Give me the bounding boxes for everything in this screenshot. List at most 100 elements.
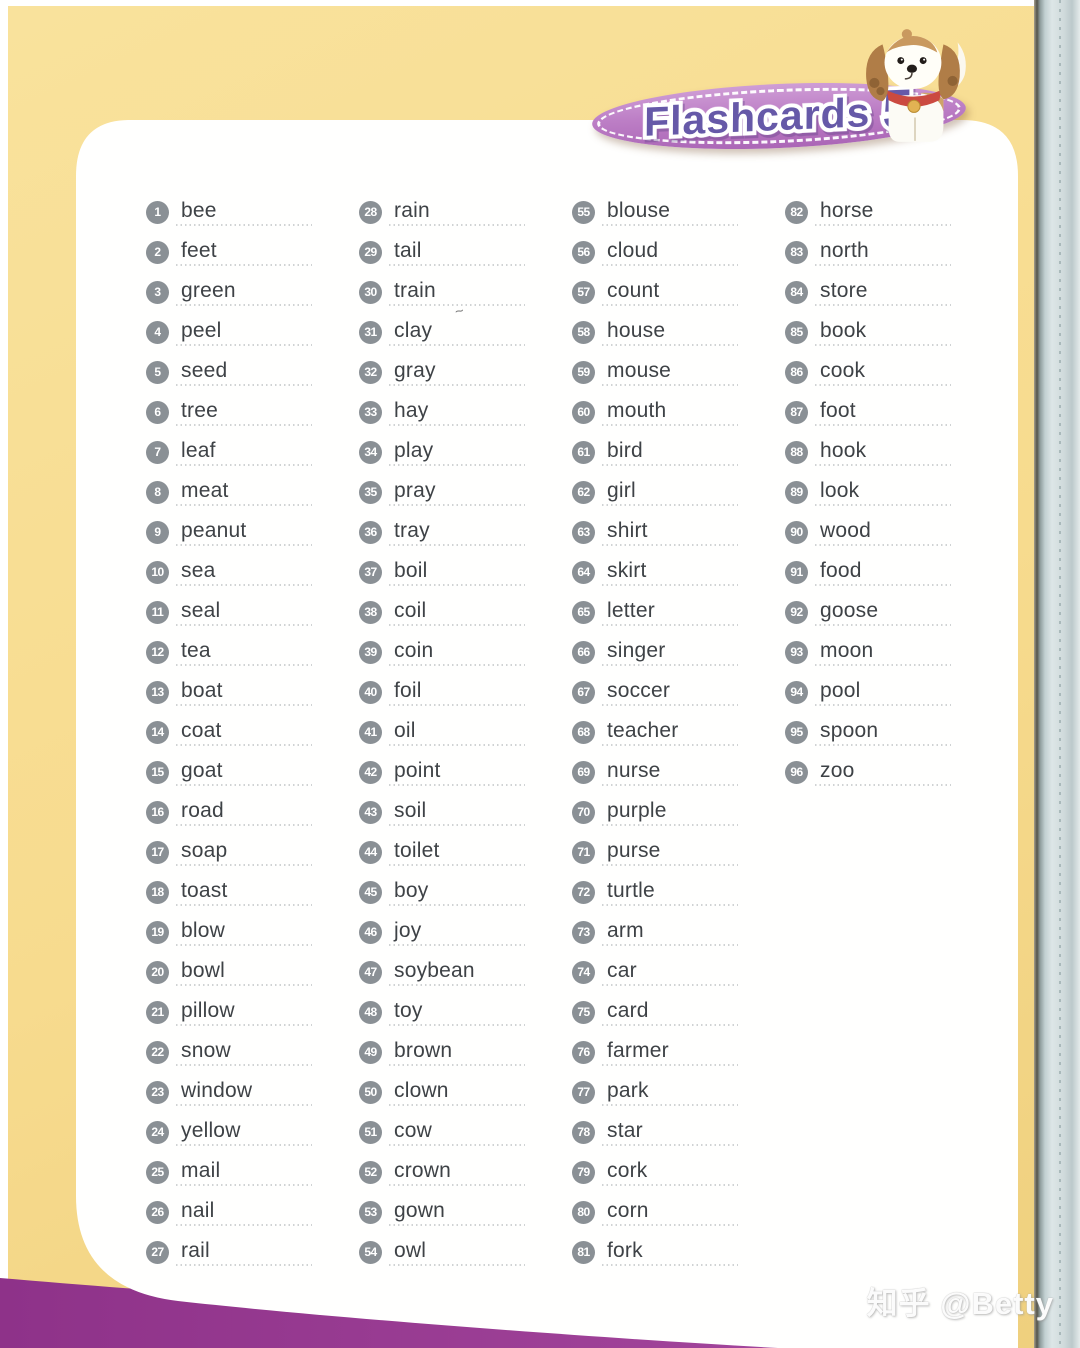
word-item: 50 clown <box>359 1073 527 1113</box>
word-label: girl <box>607 479 636 502</box>
writing-line <box>389 224 525 226</box>
word-label: nurse <box>607 759 661 782</box>
writing-line <box>389 264 525 266</box>
word-label: spoon <box>820 719 879 742</box>
item-number-badge: 86 <box>785 361 808 384</box>
writing-line <box>389 1144 525 1146</box>
item-number-badge: 49 <box>359 1041 382 1064</box>
item-number-badge: 88 <box>785 441 808 464</box>
item-number-badge: 43 <box>359 801 382 824</box>
purple-band <box>0 1278 1020 1348</box>
word-label: zoo <box>820 759 855 782</box>
item-number-badge: 16 <box>146 801 169 824</box>
item-number-badge: 29 <box>359 241 382 264</box>
writing-line <box>602 784 738 786</box>
word-label: shirt <box>607 519 648 542</box>
writing-line <box>815 384 951 386</box>
writing-line <box>176 704 312 706</box>
word-item: 43 soil <box>359 793 527 833</box>
word-item: 3 green <box>146 273 314 313</box>
writing-line <box>602 384 738 386</box>
item-number-badge: 2 <box>146 241 169 264</box>
word-label: house <box>607 319 666 342</box>
word-label: soybean <box>394 959 475 982</box>
word-label: park <box>607 1079 649 1102</box>
writing-line <box>602 584 738 586</box>
word-item: 96 zoo <box>785 753 953 793</box>
word-item: 93 moon <box>785 633 953 673</box>
word-item: 41 oil <box>359 713 527 753</box>
word-label: clown <box>394 1079 449 1102</box>
word-label: blouse <box>607 199 671 222</box>
item-number-badge: 37 <box>359 561 382 584</box>
word-label: coil <box>394 599 427 622</box>
word-item: 66 singer <box>572 633 740 673</box>
word-item: 5 seed <box>146 353 314 393</box>
word-item: 20 bowl <box>146 953 314 993</box>
item-number-badge: 31 <box>359 321 382 344</box>
word-label: mouse <box>607 359 672 382</box>
word-item: 55 blouse <box>572 193 740 233</box>
word-column: 82 horse 83 north 84 store 85 book 86 cook 87 foot 8… <box>785 193 953 1273</box>
word-item: 18 toast <box>146 873 314 913</box>
item-number-badge: 15 <box>146 761 169 784</box>
word-label: boat <box>181 679 223 702</box>
word-item: 42 point <box>359 753 527 793</box>
word-item: 85 book <box>785 313 953 353</box>
word-label: foil <box>394 679 422 702</box>
binding-perforation <box>1059 0 1061 1348</box>
word-item: 30 train <box>359 273 527 313</box>
word-item: 65 letter <box>572 593 740 633</box>
writing-line <box>602 1104 738 1106</box>
word-item: 44 toilet <box>359 833 527 873</box>
item-number-badge: 41 <box>359 721 382 744</box>
word-item: 22 snow <box>146 1033 314 1073</box>
writing-line <box>602 504 738 506</box>
word-label: toast <box>181 879 228 902</box>
item-number-badge: 59 <box>572 361 595 384</box>
word-label: boy <box>394 879 429 902</box>
item-number-badge: 95 <box>785 721 808 744</box>
writing-line <box>389 624 525 626</box>
item-number-badge: 69 <box>572 761 595 784</box>
item-number-badge: 76 <box>572 1041 595 1064</box>
word-item: 73 arm <box>572 913 740 953</box>
item-number-badge: 39 <box>359 641 382 664</box>
word-item: 21 pillow <box>146 993 314 1033</box>
writing-line <box>389 1024 525 1026</box>
puppy-illustration <box>866 29 966 142</box>
word-label: toy <box>394 999 423 1022</box>
word-label: play <box>394 439 434 462</box>
writing-line <box>389 584 525 586</box>
item-number-badge: 33 <box>359 401 382 424</box>
writing-line <box>176 224 312 226</box>
word-label: brown <box>394 1039 453 1062</box>
item-number-badge: 4 <box>146 321 169 344</box>
word-item: 4 peel <box>146 313 314 353</box>
word-item: 1 bee <box>146 193 314 233</box>
word-label: bee <box>181 199 217 222</box>
word-item: 68 teacher <box>572 713 740 753</box>
word-label: goat <box>181 759 223 782</box>
writing-line <box>389 904 525 906</box>
word-label: clay <box>394 319 433 342</box>
word-item: 28 rain <box>359 193 527 233</box>
word-label: pray <box>394 479 436 502</box>
writing-line <box>602 984 738 986</box>
writing-line <box>602 1264 738 1266</box>
item-number-badge: 25 <box>146 1161 169 1184</box>
word-label: toilet <box>394 839 440 862</box>
writing-line <box>602 264 738 266</box>
item-number-badge: 45 <box>359 881 382 904</box>
word-label: leaf <box>181 439 216 462</box>
item-number-badge: 11 <box>146 601 169 624</box>
word-label: tree <box>181 399 218 422</box>
writing-line <box>176 504 312 506</box>
writing-line <box>176 264 312 266</box>
word-label: fork <box>607 1239 643 1262</box>
word-label: card <box>607 999 649 1022</box>
writing-line <box>389 464 525 466</box>
writing-line <box>389 344 525 346</box>
word-item: 48 toy <box>359 993 527 1033</box>
